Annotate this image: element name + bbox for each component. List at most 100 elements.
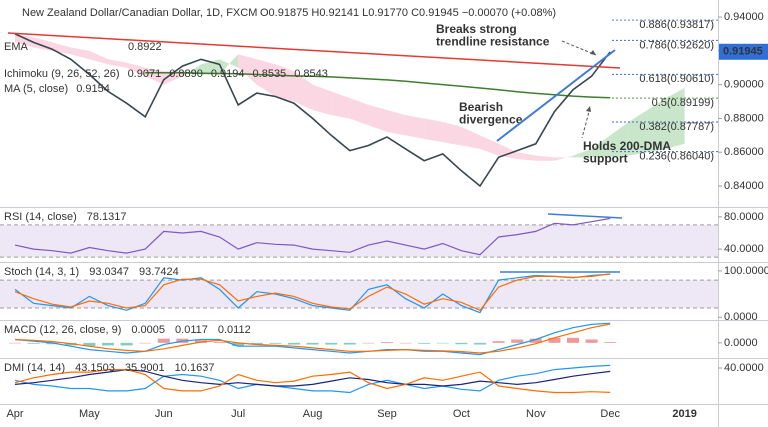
cloud — [15, 33, 34, 48]
x-tick-label: Dec — [600, 408, 620, 420]
cloud — [163, 71, 183, 85]
x-tick-label: 2019 — [672, 408, 696, 420]
series-line — [14, 273, 611, 314]
histogram-bar — [492, 341, 505, 343]
divergence-line — [547, 213, 623, 219]
cloud — [535, 155, 555, 161]
cloud — [461, 126, 480, 149]
cloud — [238, 54, 257, 85]
y-tick-label: 0.90000 — [724, 79, 764, 91]
series-line — [14, 273, 611, 312]
cloud — [331, 91, 350, 119]
histogram-bar — [362, 342, 375, 344]
cloud — [610, 121, 629, 158]
cloud — [405, 115, 425, 139]
panel-title: DMI (14, 14) — [4, 362, 65, 374]
legend-value: 0.0005 — [131, 324, 165, 336]
legend-value: 10.1637 — [175, 362, 215, 374]
series-line — [14, 33, 611, 188]
histogram-bar — [529, 338, 542, 343]
x-tick-label: Sep — [377, 408, 397, 420]
histogram-bar — [83, 342, 96, 347]
cloud — [312, 84, 332, 116]
histogram-bar — [455, 342, 468, 345]
histogram-bar — [232, 342, 245, 347]
series-line — [14, 323, 611, 354]
legend-name: EMA — [4, 41, 29, 53]
histogram-bar — [269, 342, 282, 344]
cloud — [424, 118, 443, 143]
cloud — [349, 98, 369, 126]
fib-label: 0.618(0.90610) — [639, 73, 714, 85]
histogram-bar — [511, 339, 524, 343]
x-tick-label: Oct — [453, 408, 470, 420]
ohlc: O0.91875 H0.92141 L0.91770 C0.91945 −0.0… — [260, 7, 556, 19]
panel-title: RSI (14, close) — [4, 211, 77, 223]
cloud — [294, 71, 313, 110]
histogram-bar — [306, 342, 319, 345]
cloud — [145, 67, 164, 85]
arrow — [581, 107, 591, 139]
y-tick-label: 0.0000 — [724, 311, 758, 323]
y-tick-label: 40.0000 — [724, 243, 764, 255]
legend-value: 43.1503 — [75, 362, 115, 374]
cloud — [89, 50, 108, 65]
chart-title: New Zealand Dollar/Canadian Dollar, 1D, … — [22, 7, 257, 19]
cloud — [666, 88, 685, 149]
histogram-bar — [343, 342, 356, 345]
histogram-bar — [418, 342, 431, 344]
legend-value: 0.8543 — [294, 68, 328, 80]
annotation: divergence — [459, 113, 523, 127]
histogram-bar — [46, 342, 59, 345]
cloud — [591, 135, 611, 158]
y-tick-label: 80.0000 — [724, 211, 764, 223]
y-tick-label: 0.84000 — [724, 180, 764, 192]
fib-label: 0.786(0.92620) — [639, 39, 714, 51]
moving-average — [145, 72, 611, 99]
x-tick-label: May — [79, 408, 100, 420]
histogram-bar — [120, 342, 133, 346]
histogram-bar — [399, 342, 412, 344]
legend-value: 0.9194 — [211, 68, 245, 80]
histogram-bar — [9, 342, 21, 344]
annotation: support — [583, 152, 628, 166]
legend-value: 0.8890 — [169, 68, 203, 80]
panel-title: MACD (12, 26, close, 9) — [4, 324, 121, 336]
series-line — [14, 322, 611, 356]
cloud — [108, 59, 127, 68]
cloud — [647, 98, 666, 153]
histogram-bar — [139, 342, 152, 344]
y-tick-label: 0.0000 — [724, 337, 758, 349]
panel-title: Stoch (14, 3, 1) — [4, 266, 79, 278]
front-layer: 0.840000.860000.880000.900000.920000.940… — [4, 11, 768, 420]
cloud — [219, 54, 239, 75]
arrow — [561, 40, 597, 56]
histogram-bar — [288, 342, 300, 345]
annotation: Holds 200-DMA — [583, 139, 671, 153]
series-line — [14, 369, 611, 394]
x-tick-label: Apr — [6, 408, 23, 420]
annotation: Bearish — [459, 100, 503, 114]
histogram-bar — [548, 337, 561, 343]
cloud — [628, 109, 648, 156]
histogram-bar — [250, 342, 263, 345]
cloud — [573, 148, 592, 158]
legend-value: 93.0347 — [89, 266, 129, 278]
histogram-bar — [381, 342, 393, 343]
legend-value: 0.9154 — [76, 83, 110, 95]
x-tick-label: Nov — [526, 408, 546, 420]
trendline — [496, 49, 616, 142]
annotation: Breaks strong — [436, 22, 517, 36]
histogram-bar — [102, 342, 114, 346]
legend-value: 78.1317 — [87, 211, 127, 223]
histogram-bar — [213, 342, 226, 343]
trendline — [7, 32, 621, 69]
legend-value: 93.7424 — [139, 266, 179, 278]
cloud — [70, 47, 90, 60]
y-tick-label: 100.0000 — [724, 265, 768, 277]
histogram-bar — [474, 342, 486, 345]
cloud — [387, 109, 406, 136]
cloud — [554, 155, 573, 161]
